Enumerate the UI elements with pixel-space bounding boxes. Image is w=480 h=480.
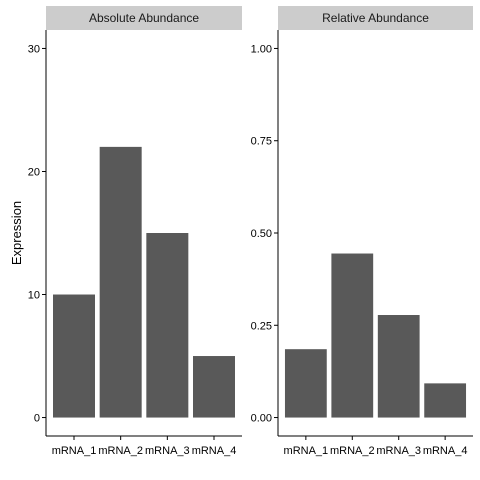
facet-title: Relative Abundance (322, 11, 429, 25)
x-tick-label: mRNA_4 (192, 445, 237, 457)
x-tick-label: mRNA_1 (284, 445, 329, 457)
x-tick-label: mRNA_3 (145, 445, 190, 457)
y-axis-title: Expression (9, 201, 24, 265)
facet-strip (46, 6, 242, 30)
x-tick-label: mRNA_4 (423, 445, 468, 457)
bar (424, 383, 467, 418)
facet-panel: Relative Abundance 0.00 0.25 0.50 0.75 1.00 mR… (251, 6, 473, 457)
x-tick-label: mRNA_2 (330, 445, 375, 457)
x-tick-label: mRNA_2 (98, 445, 143, 457)
facet-strip (278, 6, 473, 30)
bar (99, 146, 142, 418)
y-tick-label: 0.25 (251, 320, 272, 332)
y-tick-label: 0 (34, 413, 40, 425)
x-tick-label: mRNA_1 (52, 445, 97, 457)
bar (284, 349, 327, 418)
bar (146, 233, 189, 418)
bar (331, 253, 374, 418)
y-tick-label: 10 (28, 290, 40, 302)
y-tick-label: 0.50 (251, 228, 272, 240)
bar (193, 356, 235, 418)
y-tick-label: 0.00 (251, 413, 272, 425)
facet-title: Absolute Abundance (89, 11, 199, 25)
y-tick-label: 30 (28, 43, 40, 55)
bar (53, 294, 95, 418)
y-tick-label: 0.75 (251, 136, 272, 148)
y-tick-label: 20 (28, 166, 40, 178)
y-tick-label: 1.00 (251, 43, 272, 55)
bar (377, 315, 420, 418)
x-tick-label: mRNA_3 (376, 445, 421, 457)
